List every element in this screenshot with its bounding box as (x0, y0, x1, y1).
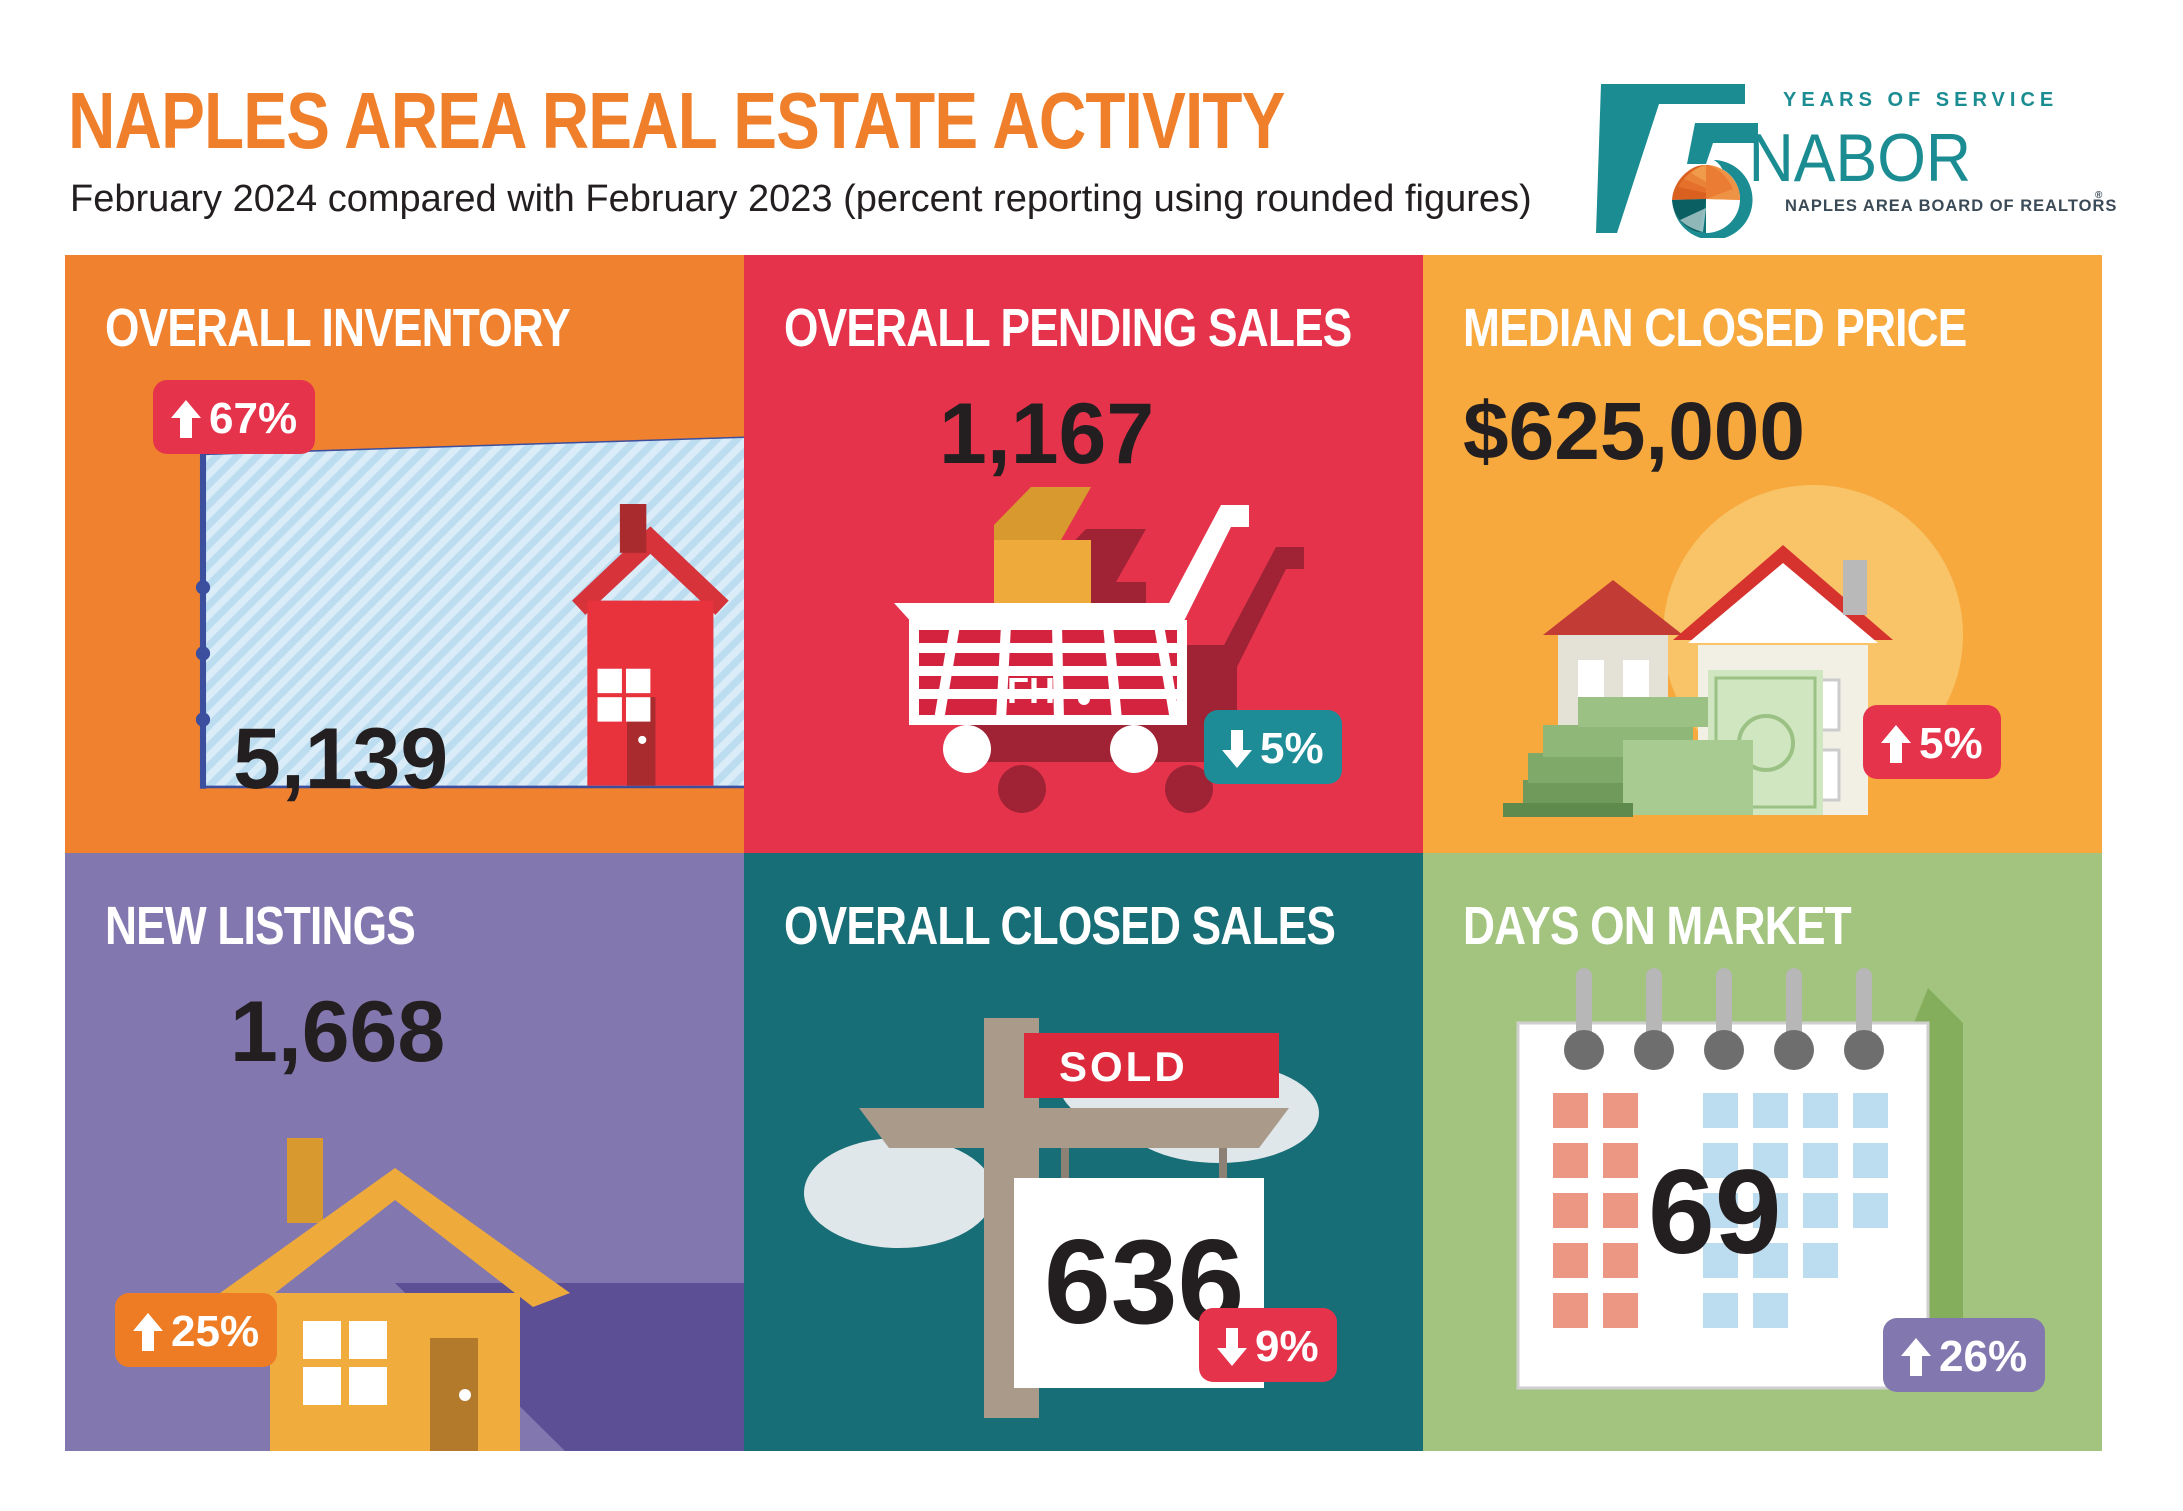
svg-text:NABOR: NABOR (1749, 120, 1971, 196)
svg-text:69: 69 (1648, 1145, 1781, 1279)
svg-text:FH: FH (1007, 670, 1055, 711)
svg-text:®: ® (2095, 190, 2103, 201)
svg-text:YEARS OF SERVICE: YEARS OF SERVICE (1783, 89, 2058, 111)
svg-text:NAPLES AREA BOARD OF REALTORS: NAPLES AREA BOARD OF REALTORS (1785, 197, 2117, 215)
svg-text:SOLD: SOLD (1059, 1043, 1188, 1090)
